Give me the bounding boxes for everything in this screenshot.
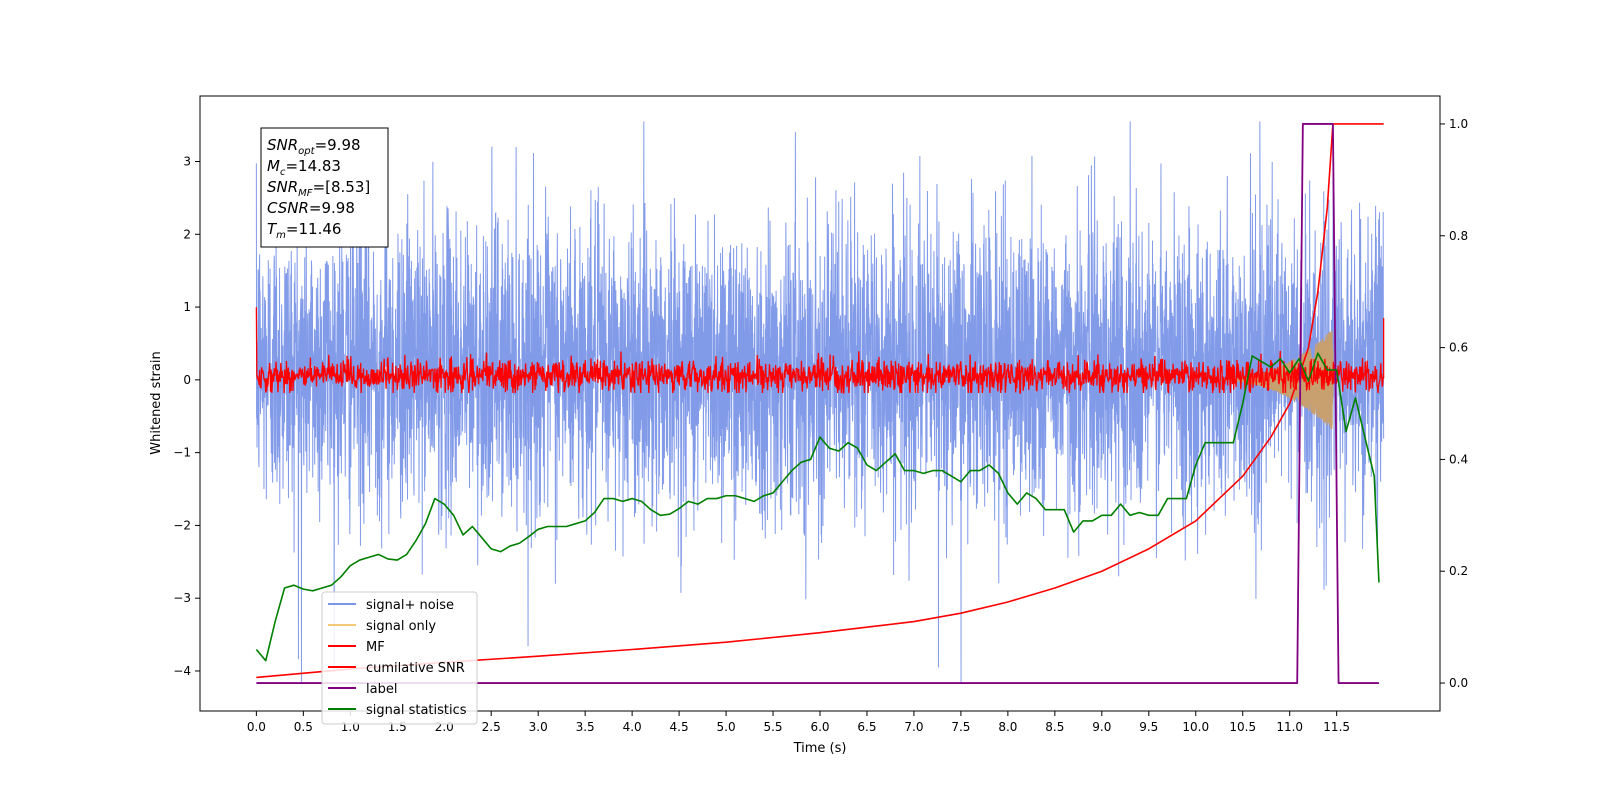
x-tick-label: 9.5	[1139, 720, 1158, 734]
y2-tick-label: 1.0	[1449, 117, 1468, 131]
y-axis-label: Whitened strain	[149, 351, 164, 454]
x-tick-label: 6.0	[810, 720, 829, 734]
y-tick-label: 2	[183, 227, 191, 241]
legend: signal+ noise signal only MF cumilative SNR…	[321, 591, 478, 725]
legend-frame	[321, 591, 478, 725]
y2-tick-label: 0.6	[1449, 341, 1468, 355]
legend-label: signal statistics	[366, 703, 467, 718]
y-tick-label: −4	[173, 664, 191, 678]
series-mf	[255, 307, 1385, 394]
y-axis-ticks: −4 −3 −2 −1 0 1 2 3	[173, 155, 200, 678]
series-signal-statistics	[255, 352, 1380, 662]
x-tick-label: 5.5	[763, 720, 782, 734]
x-tick-label: 8.5	[1045, 720, 1064, 734]
y2-tick-label: 0.0	[1449, 676, 1468, 690]
legend-label: cumilative SNR	[366, 661, 465, 676]
y-tick-label: 1	[183, 300, 191, 314]
y-tick-label: −3	[173, 591, 191, 605]
y2-axis-ticks: 0.0 0.2 0.4 0.6 0.8 1.0	[1440, 117, 1468, 690]
legend-label: label	[366, 682, 397, 697]
x-tick-label: 4.0	[623, 720, 642, 734]
info-box-line: SNRopt=9.98	[267, 136, 361, 157]
x-tick-label: 5.0	[717, 720, 736, 734]
series-label	[256, 123, 1379, 684]
legend-label: MF	[366, 640, 385, 655]
x-tick-label: 0.5	[294, 720, 313, 734]
x-tick-label: 10.0	[1182, 720, 1209, 734]
info-box-line: CSNR=9.98	[267, 199, 355, 217]
y2-tick-label: 0.8	[1449, 229, 1468, 243]
x-tick-label: 7.0	[904, 720, 923, 734]
x-tick-label: 8.0	[998, 720, 1017, 734]
x-tick-label: 7.5	[951, 720, 970, 734]
x-tick-label: 3.0	[529, 720, 548, 734]
y-tick-label: 0	[183, 373, 191, 387]
x-tick-label: 6.5	[857, 720, 876, 734]
legend-label: signal+ noise	[366, 598, 454, 613]
y2-tick-label: 0.2	[1449, 564, 1468, 578]
info-box: SNRopt=9.98Mc=14.83SNRMF=[8.53]CSNR=9.98…	[260, 127, 389, 248]
legend-label: signal only	[366, 619, 436, 634]
x-tick-label: 10.5	[1229, 720, 1256, 734]
series-cumulative-snr	[256, 123, 1384, 679]
info-box-line: Mc=14.83	[267, 157, 341, 178]
info-box-frame	[260, 127, 389, 248]
y-tick-label: 3	[183, 155, 191, 169]
x-tick-label: 9.0	[1092, 720, 1111, 734]
x-tick-label: 11.5	[1323, 720, 1350, 734]
x-tick-label: 3.5	[576, 720, 595, 734]
x-tick-label: 11.0	[1276, 720, 1303, 734]
y2-tick-label: 0.4	[1449, 452, 1468, 466]
y-tick-label: −2	[173, 518, 191, 532]
x-tick-label: 4.5	[670, 720, 689, 734]
x-axis-label: Time (s)	[793, 741, 847, 756]
info-box-line: Tm=11.46	[267, 220, 341, 241]
y-tick-label: −1	[173, 446, 191, 460]
x-axis-ticks: 0.0 0.5 1.0 1.5 2.0 2.5 3.0 3.5 4.0 4.5 5.0 5.5 6.0 6…	[247, 711, 1350, 734]
plot-area	[255, 121, 1385, 684]
info-box-line: SNRMF=[8.53]	[267, 178, 370, 199]
x-tick-label: 2.5	[482, 720, 501, 734]
x-tick-label: 0.0	[247, 720, 266, 734]
